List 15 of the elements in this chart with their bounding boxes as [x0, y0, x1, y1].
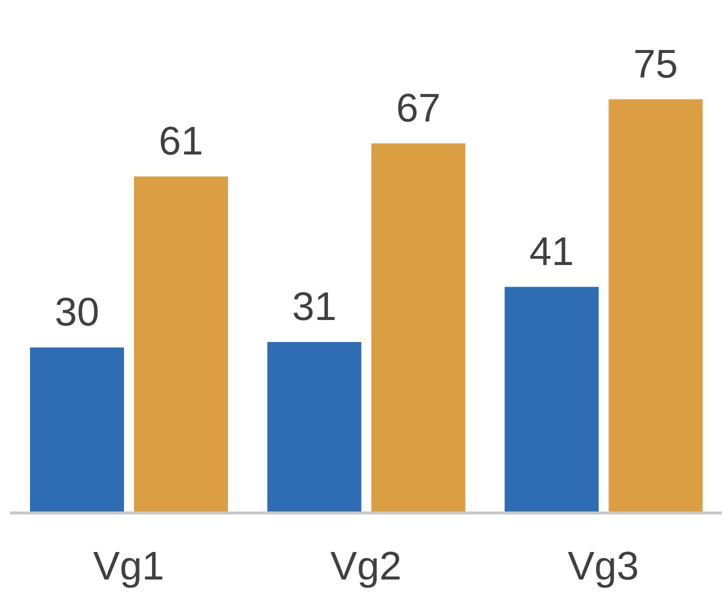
- bar: [504, 286, 599, 513]
- data-label: 31: [292, 285, 337, 329]
- bar: [134, 176, 228, 513]
- bar: [371, 143, 466, 513]
- x-tick-label: Vg3: [568, 544, 639, 588]
- bar: [267, 342, 362, 513]
- data-label: 61: [158, 120, 204, 164]
- data-label: 41: [529, 230, 574, 274]
- data-label: 67: [396, 86, 441, 130]
- bar: [30, 348, 124, 513]
- data-label: 30: [54, 290, 100, 335]
- data-label: 75: [633, 42, 678, 86]
- x-tick-label: Vg1: [93, 544, 164, 588]
- bar: [608, 99, 703, 513]
- x-tick-label: Vg2: [330, 544, 402, 588]
